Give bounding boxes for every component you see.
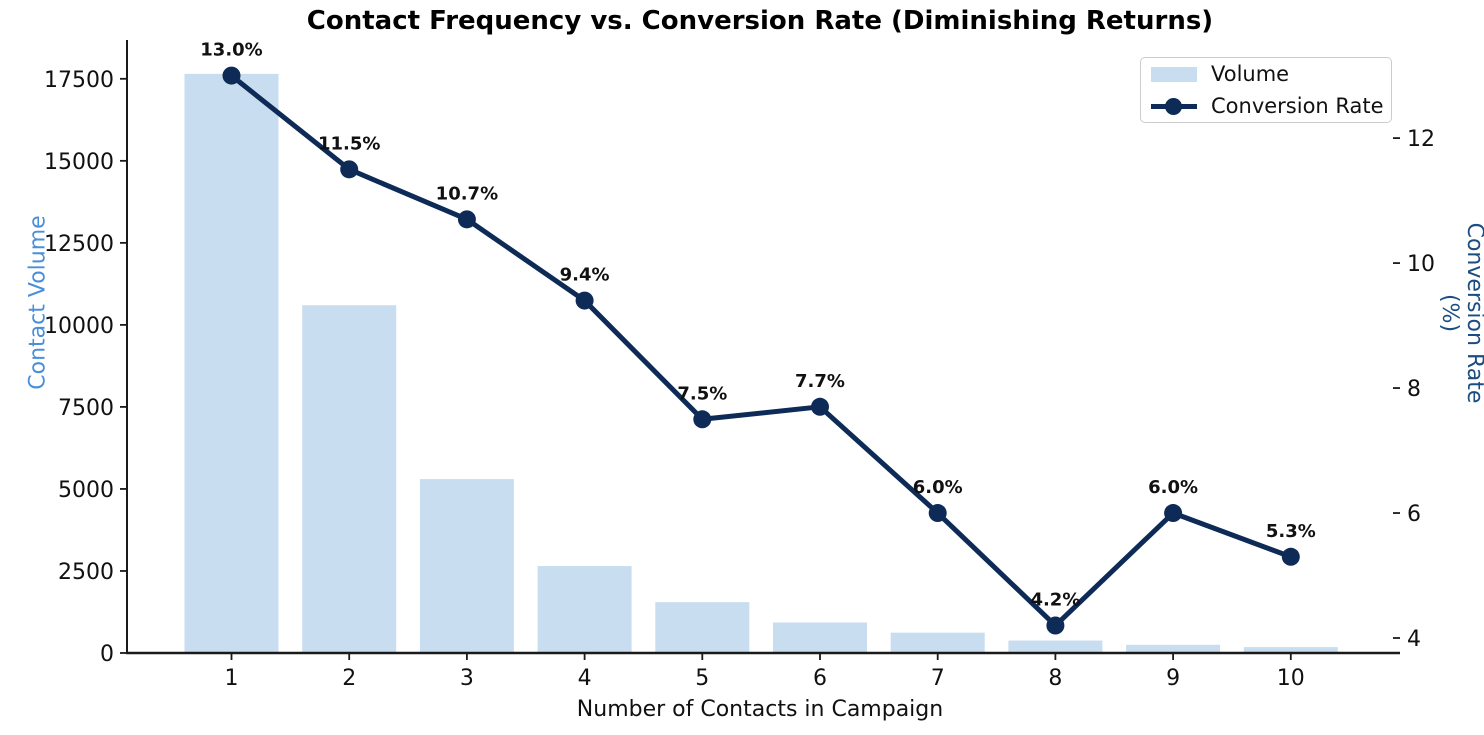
conversion-point-label: 4.2% bbox=[1030, 590, 1080, 611]
chart-title: Contact Frequency vs. Conversion Rate (D… bbox=[306, 6, 1214, 36]
volume-bar bbox=[302, 305, 397, 653]
left-y-tick-label: 0 bbox=[100, 642, 114, 667]
left-y-axis-label: Contact Volume bbox=[25, 215, 51, 390]
right-y-tick-label: 6 bbox=[1407, 502, 1421, 527]
volume-bar bbox=[184, 73, 279, 653]
conversion-point-label: 11.5% bbox=[318, 133, 380, 154]
right-y-tick-label: 10 bbox=[1407, 252, 1435, 277]
right-y-tick-label: 12 bbox=[1407, 127, 1435, 152]
x-tick-label: 4 bbox=[578, 666, 592, 691]
volume-bar bbox=[1008, 640, 1103, 653]
x-tick-label: 6 bbox=[813, 666, 827, 691]
left-y-tick-label: 2500 bbox=[58, 560, 114, 585]
conversion-point bbox=[693, 410, 712, 429]
conversion-point bbox=[928, 504, 947, 523]
conversion-point-label: 13.0% bbox=[200, 40, 262, 61]
left-y-tick-label: 17500 bbox=[44, 68, 114, 93]
right-y-tick-label: 8 bbox=[1407, 377, 1421, 402]
legend-row-volume: Volume bbox=[1141, 60, 1391, 88]
legend-conversion-label: Conversion Rate bbox=[1211, 94, 1384, 118]
volume-bar bbox=[1126, 644, 1221, 653]
conversion-point bbox=[1164, 504, 1183, 523]
left-y-tick-label: 7500 bbox=[58, 396, 114, 421]
conversion-point bbox=[1281, 547, 1300, 566]
volume-swatch-icon bbox=[1151, 66, 1197, 82]
conversion-point-label: 6.0% bbox=[913, 477, 963, 498]
conversion-point-label: 6.0% bbox=[1148, 477, 1198, 498]
legend-volume-label: Volume bbox=[1211, 62, 1290, 86]
conversion-line bbox=[229, 73, 1294, 629]
volume-bar bbox=[773, 622, 867, 653]
conversion-point bbox=[811, 397, 829, 416]
conversion-line-icon bbox=[1151, 97, 1197, 115]
legend-row-conversion: Conversion Rate bbox=[1141, 92, 1391, 120]
x-tick-label: 8 bbox=[1048, 666, 1062, 691]
conversion-point-label: 10.7% bbox=[436, 183, 498, 204]
conversion-point bbox=[1046, 616, 1065, 635]
conversion-point-label: 9.4% bbox=[560, 265, 610, 286]
conversion-line-marker bbox=[1165, 97, 1182, 115]
conversion-point bbox=[222, 66, 241, 85]
x-tick-label: 3 bbox=[460, 666, 474, 691]
conversion-point bbox=[457, 210, 476, 229]
conversion-point-label: 5.3% bbox=[1266, 521, 1316, 542]
left-y-tick-label: 15000 bbox=[44, 150, 114, 175]
volume-bar bbox=[1243, 647, 1338, 653]
x-tick-label: 5 bbox=[695, 666, 709, 691]
right-y-tick-label: 4 bbox=[1407, 627, 1421, 652]
x-tick-label: 7 bbox=[931, 666, 945, 691]
volume-bar bbox=[419, 479, 514, 653]
conversion-point bbox=[575, 291, 594, 310]
volume-bar bbox=[890, 632, 985, 653]
x-tick-label: 2 bbox=[342, 666, 356, 691]
conversion-point-label: 7.7% bbox=[795, 371, 845, 392]
conversion-point-label: 7.5% bbox=[677, 383, 727, 404]
x-tick-label: 9 bbox=[1166, 666, 1180, 691]
right-y-axis-label: Conversion Rate (%) bbox=[1437, 222, 1484, 404]
left-y-tick-label: 12500 bbox=[44, 232, 114, 257]
x-tick-label: 1 bbox=[225, 666, 239, 691]
x-axis-label: Number of Contacts in Campaign bbox=[576, 697, 944, 722]
volume-bar bbox=[537, 566, 632, 653]
conversion-point bbox=[340, 160, 359, 179]
left-y-tick-label: 10000 bbox=[44, 314, 114, 339]
left-y-tick-label: 5000 bbox=[58, 478, 114, 503]
volume-bar bbox=[655, 602, 750, 653]
legend: Volume Conversion Rate bbox=[1140, 57, 1392, 123]
x-tick-label: 10 bbox=[1277, 666, 1305, 691]
